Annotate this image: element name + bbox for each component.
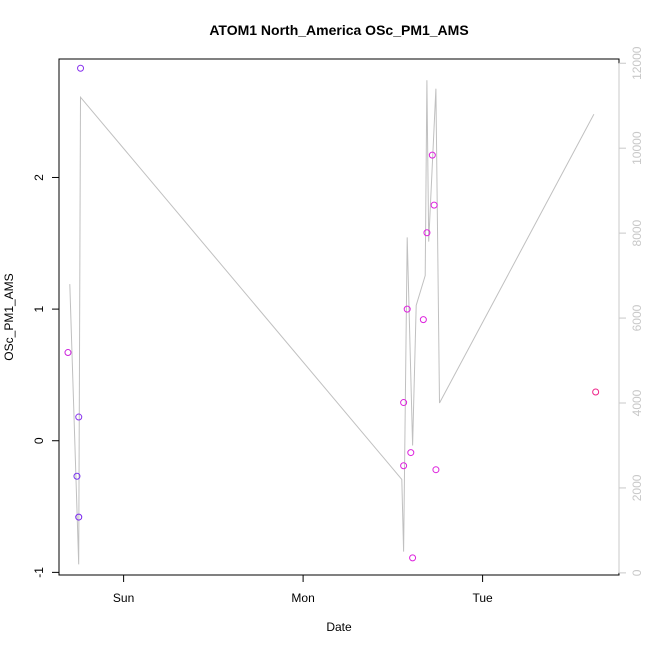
data-point-2 [73,472,81,480]
data-point-3 [75,413,83,421]
x-tick-label: Mon [291,591,314,605]
y2-tick-label: 4000 [630,389,644,416]
y-axis-left: -1 0 1 2 [32,174,60,578]
data-point-13 [428,151,436,159]
x-tick-label: Tue [472,591,493,605]
y2-tick-label: 6000 [630,304,644,331]
data-point-1 [64,349,72,357]
data-point-16 [592,388,600,396]
data-point-10 [409,554,417,562]
y-tick-label: 0 [32,437,46,444]
chart-title: ATOM1 North_America OSc_PM1_AMS [209,22,468,38]
data-point-11 [419,316,427,324]
y2-tick-label: 8000 [630,219,644,246]
data-point-8 [403,305,411,313]
plot-frame [58,58,620,576]
y-axis-label: OSc_PM1_AMS [2,273,16,360]
y2-tick-label: 0 [630,569,644,576]
x-tick-label: Sun [113,591,134,605]
series-line-layer [69,80,595,565]
data-point-12 [423,229,431,237]
y-tick-label: 1 [32,305,46,312]
x-axis-label: Date [326,620,352,634]
x-axis: Sun Mon Tue [113,574,493,605]
y2-tick-label: 12000 [630,46,644,80]
y-axis-right: 0 2000 4000 6000 8000 10000 12000 [618,46,644,576]
series-points-layer [64,64,600,562]
y-tick-label: -1 [32,567,46,578]
y2-tick-label: 2000 [630,474,644,501]
data-point-15 [432,466,440,474]
data-point-5 [77,64,85,72]
data-point-14 [430,201,438,209]
series-line [69,80,595,565]
data-point-9 [407,449,415,457]
y2-tick-label: 10000 [630,131,644,165]
data-point-4 [75,513,83,521]
y-tick-label: 2 [32,174,46,181]
data-point-7 [400,462,408,470]
data-point-6 [400,399,408,407]
